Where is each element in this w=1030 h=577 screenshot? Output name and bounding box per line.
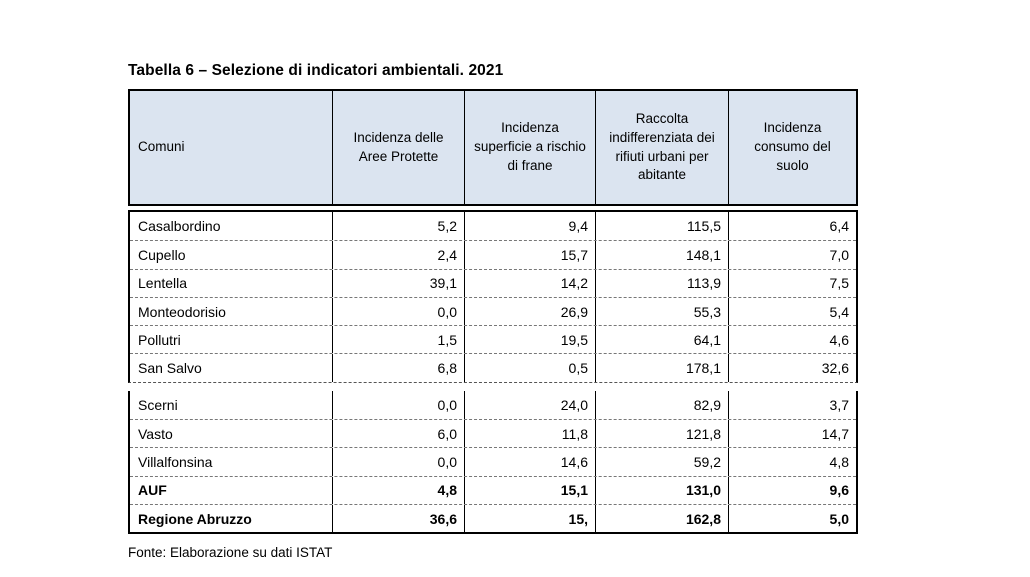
value-cell: 9,4 xyxy=(464,212,595,241)
value-cell: 4,8 xyxy=(728,448,856,476)
value-cell: 5,0 xyxy=(728,504,856,533)
comune-cell: Vasto xyxy=(138,425,173,442)
value-cell: 36,6 xyxy=(332,504,464,533)
value-cell: 7,0 xyxy=(728,241,856,269)
header-comuni: Comuni xyxy=(138,139,185,155)
value-cell: 39,1 xyxy=(332,269,464,297)
value-cell: 24,0 xyxy=(464,390,595,420)
value-cell: 115,5 xyxy=(595,212,728,241)
value-cell: 0,0 xyxy=(332,448,464,476)
value-cell: 178,1 xyxy=(595,354,728,382)
comune-cell: Monteodorisio xyxy=(138,303,226,320)
table-row: Casalbordino 5,2 9,4 115,5 6,4 xyxy=(130,212,856,241)
table-row: Vasto 6,0 11,8 121,8 14,7 xyxy=(130,419,856,448)
value-cell: 0,5 xyxy=(464,354,595,382)
value-cell: 32,6 xyxy=(728,354,856,382)
value-cell: 6,0 xyxy=(332,420,464,448)
table-row: San Salvo 6,8 0,5 178,1 32,6 xyxy=(130,353,856,382)
header-consumo-suolo: Incidenza consumo del suolo xyxy=(728,91,856,204)
value-cell: 5,4 xyxy=(728,297,856,326)
value-cell: 113,9 xyxy=(595,269,728,297)
comune-cell: San Salvo xyxy=(138,360,202,377)
value-cell: 0,0 xyxy=(332,390,464,420)
value-cell: 4,8 xyxy=(332,476,464,504)
value-cell: 55,3 xyxy=(595,297,728,326)
value-cell: 148,1 xyxy=(595,241,728,269)
comune-cell: Cupello xyxy=(138,246,186,263)
value-cell: 9,6 xyxy=(728,476,856,504)
value-cell: 64,1 xyxy=(595,326,728,354)
table-section-1: Casalbordino 5,2 9,4 115,5 6,4 Cupello 2… xyxy=(128,210,858,383)
value-cell: 15,1 xyxy=(464,476,595,504)
table-row-regione-abruzzo: Regione Abruzzo 36,6 15, 162,8 5,0 xyxy=(130,503,856,533)
comune-cell: Casalbordino xyxy=(138,218,221,235)
value-cell: 59,2 xyxy=(595,448,728,476)
value-cell: 4,6 xyxy=(728,326,856,354)
value-cell: 15,7 xyxy=(464,241,595,269)
value-cell: 15, xyxy=(464,504,595,533)
table-row: Cupello 2,4 15,7 148,1 7,0 xyxy=(130,240,856,269)
value-cell: 19,5 xyxy=(464,326,595,354)
value-cell: 7,5 xyxy=(728,269,856,297)
table-title: Tabella 6 – Selezione di indicatori ambi… xyxy=(128,62,504,79)
comune-cell: Pollutri xyxy=(138,331,181,348)
value-cell: 3,7 xyxy=(728,390,856,420)
document-content: Tabella 6 – Selezione di indicatori ambi… xyxy=(128,62,858,560)
header-aree-protette: Incidenza delle Aree Protette xyxy=(332,91,464,204)
comune-cell: AUF xyxy=(138,482,167,499)
value-cell: 14,2 xyxy=(464,269,595,297)
table-section-2: Scerni 0,0 24,0 82,9 3,7 Vasto 6,0 11,8 … xyxy=(128,390,858,535)
header-rischio-frane: Incidenza superficie a rischio di frane xyxy=(464,91,595,204)
value-cell: 2,4 xyxy=(332,241,464,269)
table-row: Monteodorisio 0,0 26,9 55,3 5,4 xyxy=(130,296,856,326)
value-cell: 11,8 xyxy=(464,420,595,448)
comune-cell: Regione Abruzzo xyxy=(138,510,252,527)
table-row: Scerni 0,0 24,0 82,9 3,7 xyxy=(130,390,856,420)
value-cell: 121,8 xyxy=(595,420,728,448)
value-cell: 14,6 xyxy=(464,448,595,476)
value-cell: 162,8 xyxy=(595,504,728,533)
comune-cell: Scerni xyxy=(138,396,178,413)
value-cell: 6,8 xyxy=(332,354,464,382)
header-raccolta-indifferenziata: Raccolta indifferenziata dei rifiuti urb… xyxy=(595,91,728,204)
comune-cell: Lentella xyxy=(138,275,188,292)
table-row: Lentella 39,1 14,2 113,9 7,5 xyxy=(130,268,856,297)
source-note: Fonte: Elaborazione su dati ISTAT xyxy=(128,545,333,561)
value-cell: 6,4 xyxy=(728,212,856,241)
comune-cell: Villalfonsina xyxy=(138,454,213,471)
table-row: Villalfonsina 0,0 14,6 59,2 4,8 xyxy=(130,447,856,476)
value-cell: 1,5 xyxy=(332,326,464,354)
value-cell: 5,2 xyxy=(332,212,464,241)
table-header: Comuni Incidenza delle Aree Protette Inc… xyxy=(128,89,858,206)
value-cell: 26,9 xyxy=(464,297,595,326)
value-cell: 82,9 xyxy=(595,390,728,420)
table-row-auf: AUF 4,8 15,1 131,0 9,6 xyxy=(130,475,856,504)
table-row: Pollutri 1,5 19,5 64,1 4,6 xyxy=(130,325,856,354)
value-cell: 131,0 xyxy=(595,476,728,504)
value-cell: 0,0 xyxy=(332,297,464,326)
value-cell: 14,7 xyxy=(728,420,856,448)
